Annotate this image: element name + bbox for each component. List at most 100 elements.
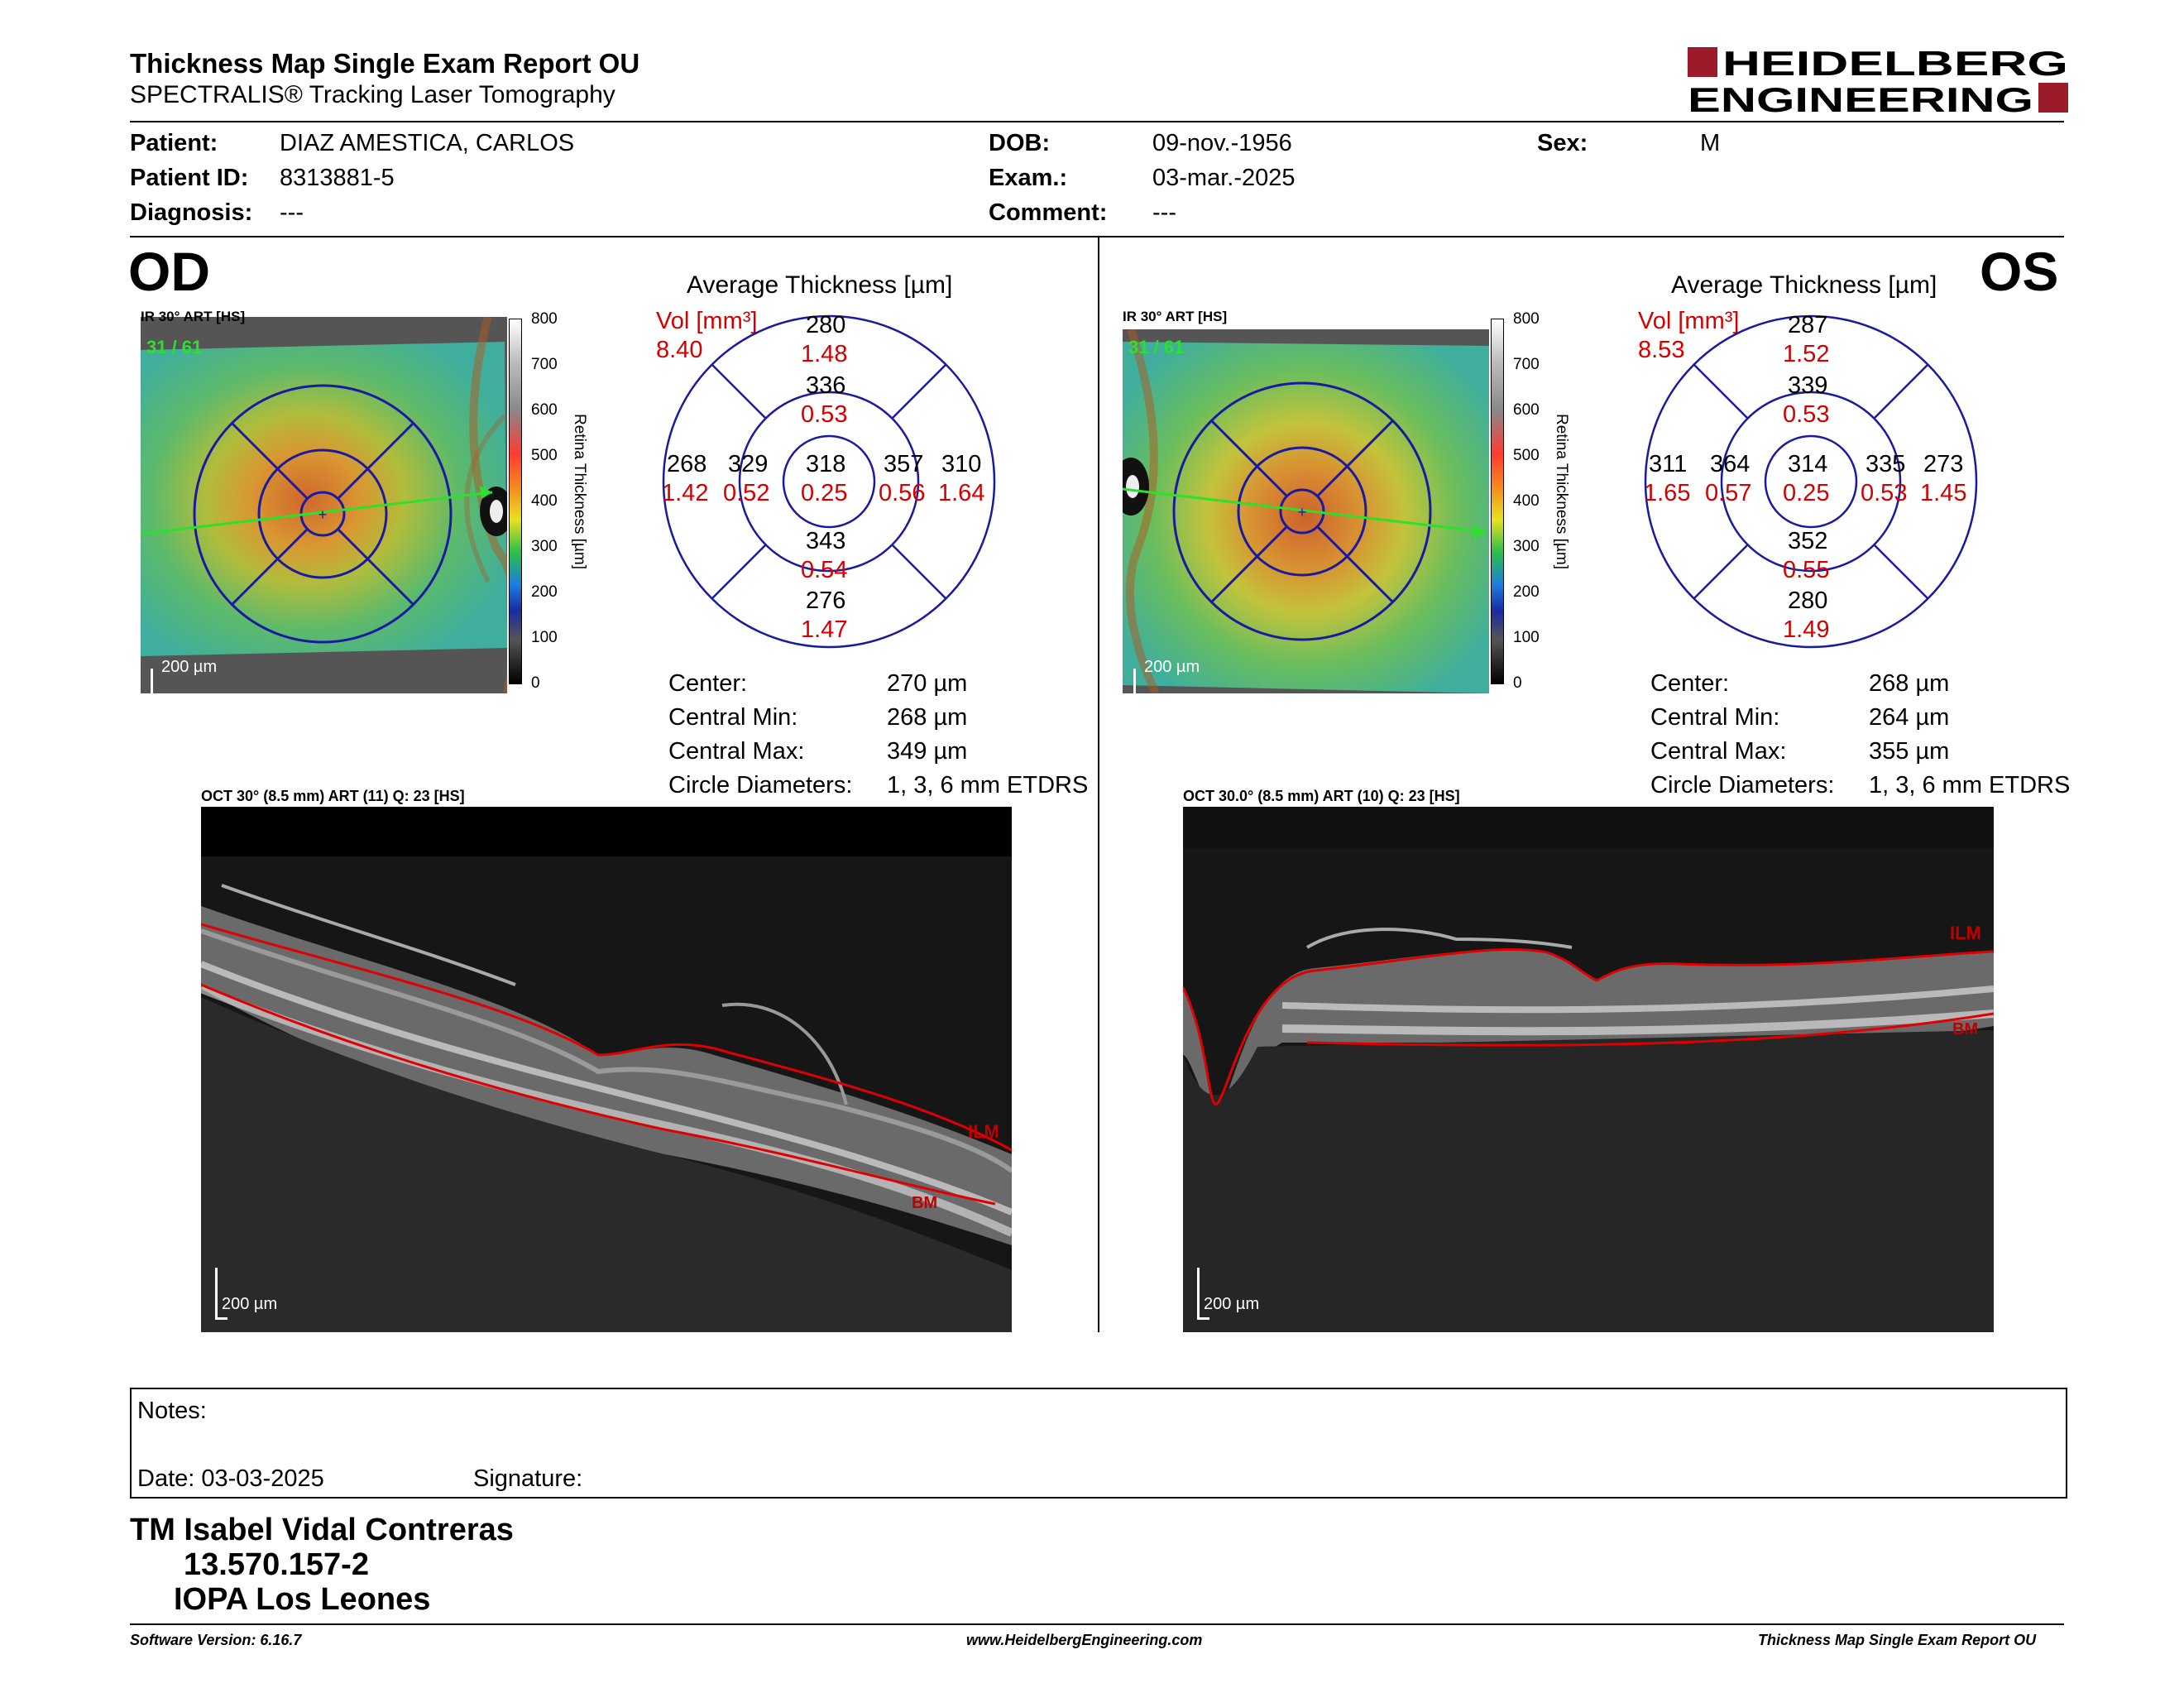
footer-report-name: Thickness Map Single Exam Report OU	[1758, 1632, 2037, 1648]
os-stat-diam-value: 1, 3, 6 mm ETDRS	[1869, 772, 2071, 798]
od-inner-right-volume: 0.56	[879, 480, 926, 506]
os-bm-label: BM	[1952, 1020, 1979, 1038]
patient-id-label: Patient ID:	[130, 165, 249, 191]
os-frame-counter: 31 / 61	[1128, 337, 1185, 357]
od-stat-max-label: Central Max:	[668, 738, 805, 765]
os-vol-value: 8.53	[1638, 337, 1685, 363]
heidelberg-logo: HEIDELBERG ENGINEERING	[1688, 46, 2068, 116]
dob-value: 09-nov.-1956	[1152, 130, 1292, 156]
report-subtitle: SPECTRALIS® Tracking Laser Tomography	[130, 81, 615, 108]
os-inner-sup-thickness: 339	[1788, 372, 1828, 399]
patient-divider	[130, 236, 2064, 237]
patient-id-value: 8313881-5	[280, 165, 395, 191]
comment-label: Comment:	[989, 199, 1108, 226]
od-inner-sup-volume: 0.53	[801, 401, 848, 428]
os-fundus-scale-text: 200 µm	[1144, 658, 1200, 676]
os-stat-min-label: Central Min:	[1650, 704, 1780, 731]
footer-divider	[130, 1623, 2064, 1625]
od-inner-inf-volume: 0.54	[801, 557, 848, 583]
os-stat-diam-label: Circle Diameters:	[1650, 772, 1835, 798]
os-oct-scalebar	[1197, 1268, 1209, 1320]
os-stat-center-label: Center:	[1650, 670, 1730, 697]
os-outer-right-thickness: 273	[1923, 451, 1964, 477]
header-divider	[130, 121, 2064, 122]
os-colorbar	[1491, 319, 1504, 684]
sex-label: Sex:	[1537, 130, 1588, 156]
od-fundus-scale-text: 200 µm	[161, 658, 218, 676]
od-outer-left-volume: 1.42	[662, 480, 709, 506]
od-inner-sup-thickness: 336	[806, 372, 846, 399]
od-outer-inf-thickness: 276	[806, 587, 846, 614]
report-title: Thickness Map Single Exam Report OU	[130, 48, 640, 79]
od-vol-value: 8.40	[656, 337, 703, 363]
diagnosis-label: Diagnosis:	[130, 199, 253, 226]
od-stat-min-label: Central Min:	[668, 704, 798, 731]
os-ir-label: IR 30° ART [HS]	[1123, 309, 1228, 324]
os-eye-label: OS	[1980, 241, 2059, 302]
od-stat-max-value: 349 µm	[887, 738, 968, 765]
footer-software: Software Version: 6.16.7	[130, 1632, 302, 1648]
os-outer-sup-thickness: 287	[1788, 312, 1828, 338]
notes-signature-label: Signature:	[473, 1465, 583, 1492]
patient-value: DIAZ AMESTICA, CARLOS	[280, 130, 575, 156]
exam-label: Exam.:	[989, 165, 1068, 191]
patient-label: Patient:	[130, 130, 218, 156]
os-inner-left-thickness: 364	[1710, 451, 1751, 477]
os-ilm-label: ILM	[1950, 923, 1981, 943]
footer-website[interactable]: www.HeidelbergEngineering.com	[966, 1632, 1203, 1648]
os-stat-max-label: Central Max:	[1650, 738, 1787, 765]
od-center-thickness: 318	[806, 451, 846, 477]
svg-text:+: +	[318, 506, 328, 523]
od-fundus-image: +	[141, 317, 507, 693]
os-oct-label: OCT 30.0° (8.5 mm) ART (10) Q: 23 [HS]	[1183, 788, 1460, 804]
od-vol-label: Vol [mm³]	[656, 308, 758, 334]
comment-value: ---	[1152, 199, 1176, 226]
logo-line2: ENGINEERING	[1688, 80, 2033, 116]
os-stat-center-value: 268 µm	[1869, 670, 1950, 697]
od-oct-bscan	[201, 807, 1012, 1332]
os-inner-left-volume: 0.57	[1705, 480, 1752, 506]
od-avg-title: Average Thickness [µm]	[687, 271, 953, 299]
od-inner-right-thickness: 357	[884, 451, 924, 477]
od-oct-scale-text: 200 µm	[222, 1295, 278, 1313]
od-stat-min-value: 268 µm	[887, 704, 968, 731]
os-inner-inf-thickness: 352	[1788, 528, 1828, 554]
sex-value: M	[1700, 130, 1721, 156]
os-outer-inf-volume: 1.49	[1783, 616, 1830, 643]
os-outer-left-thickness: 311	[1649, 451, 1688, 477]
od-eye-label: OD	[128, 241, 210, 302]
os-vol-label: Vol [mm³]	[1638, 308, 1740, 334]
dob-label: DOB:	[989, 130, 1051, 156]
os-outer-right-volume: 1.45	[1920, 480, 1967, 506]
od-center-volume: 0.25	[801, 480, 848, 506]
od-frame-counter: 31 / 61	[146, 337, 203, 357]
od-colorbar	[509, 319, 522, 684]
od-oct-label: OCT 30° (8.5 mm) ART (11) Q: 23 [HS]	[201, 788, 465, 804]
od-inner-inf-thickness: 343	[806, 528, 846, 554]
os-oct-bscan	[1183, 807, 1994, 1332]
os-fundus-scalebar	[1133, 669, 1144, 696]
od-outer-sup-volume: 1.48	[801, 341, 848, 367]
od-outer-inf-volume: 1.47	[801, 616, 848, 643]
os-outer-inf-thickness: 280	[1788, 587, 1828, 614]
od-outer-left-thickness: 268	[667, 451, 707, 477]
svg-text:+: +	[1298, 504, 1307, 520]
os-inner-right-thickness: 335	[1866, 451, 1906, 477]
od-ir-label: IR 30° ART [HS]	[141, 309, 246, 324]
os-stat-max-value: 355 µm	[1869, 738, 1950, 765]
od-fundus-scalebar	[151, 669, 161, 696]
signer-org: IOPA Los Leones	[174, 1582, 431, 1617]
od-stat-diam-label: Circle Diameters:	[668, 772, 853, 798]
od-bm-label: BM	[912, 1194, 938, 1212]
od-inner-left-volume: 0.52	[723, 480, 770, 506]
diagnosis-value: ---	[280, 199, 304, 226]
os-oct-scale-text: 200 µm	[1204, 1295, 1260, 1313]
od-ilm-label: ILM	[968, 1121, 999, 1142]
notes-box[interactable]: Notes: Date: 03-03-2025 Signature:	[130, 1388, 2067, 1499]
od-stat-diam-value: 1, 3, 6 mm ETDRS	[887, 772, 1089, 798]
od-oct-scalebar	[215, 1268, 228, 1320]
signer-name: TM Isabel Vidal Contreras	[130, 1513, 514, 1547]
od-inner-left-thickness: 329	[728, 451, 769, 477]
exam-value: 03-mar.-2025	[1152, 165, 1296, 191]
eye-divider	[1098, 237, 1099, 1332]
